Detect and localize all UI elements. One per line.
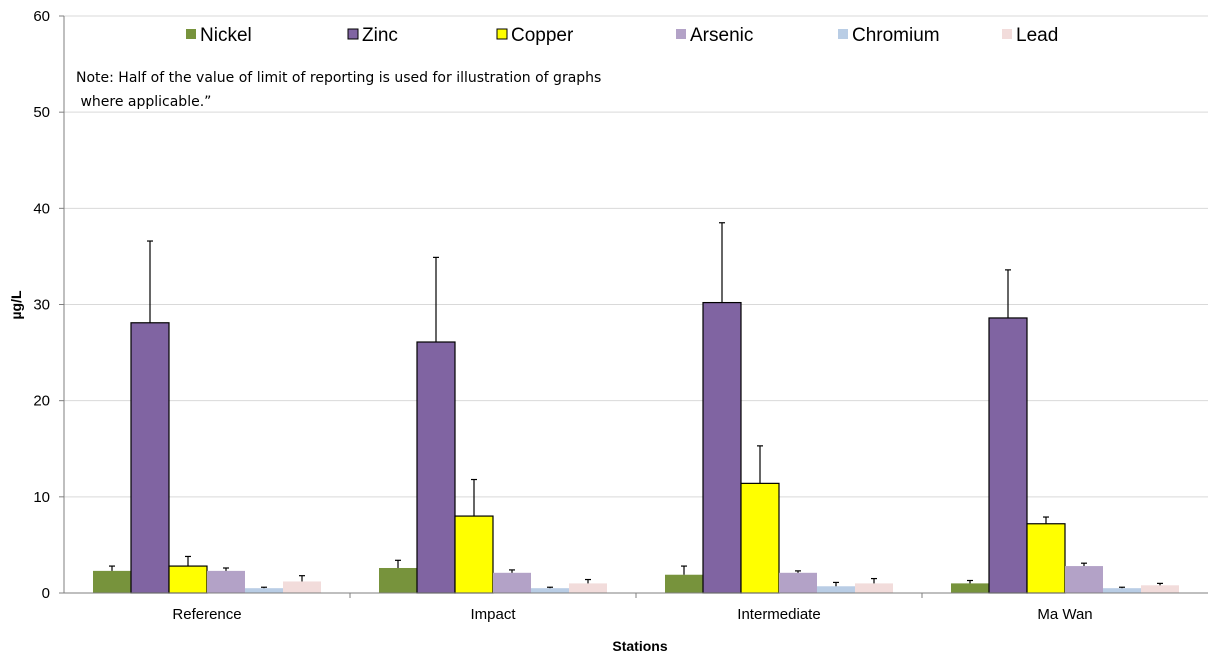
legend-swatch-lead <box>1002 29 1012 39</box>
y-axis-label: µg/L <box>8 290 24 320</box>
bar-zinc-intermediate <box>702 301 742 594</box>
note-line-1: Note: Half of the value of limit of repo… <box>76 70 601 86</box>
bar-arsenic-reference <box>207 570 245 593</box>
x-tick-label: Impact <box>470 606 516 623</box>
x-tick-label: Intermediate <box>737 606 820 623</box>
legend-label-lead: Lead <box>1016 25 1058 46</box>
x-tick-label: Reference <box>172 606 241 623</box>
legend-label-copper: Copper <box>511 25 574 46</box>
bar-arsenic-impact <box>493 572 531 593</box>
bar-zinc-ma-wan <box>988 317 1028 594</box>
legend-label-arsenic: Arsenic <box>690 25 753 46</box>
bar-zinc-reference <box>130 322 170 594</box>
legend-label-nickel: Nickel <box>200 25 252 46</box>
bar-lead-impact <box>569 583 607 593</box>
bar-arsenic-ma-wan <box>1065 566 1103 593</box>
bar-chromium-ma-wan <box>1103 588 1141 593</box>
y-tick-label: 60 <box>33 8 50 25</box>
legend-swatch-chromium <box>838 29 848 39</box>
legend-label-chromium: Chromium <box>852 25 940 46</box>
bar-zinc-impact <box>416 341 456 594</box>
x-tick-label: Ma Wan <box>1037 606 1092 623</box>
bar-copper-ma-wan <box>1026 523 1066 594</box>
bar-chromium-impact <box>531 588 569 593</box>
legend-label-zinc: Zinc <box>362 25 398 46</box>
bar-nickel-ma-wan <box>951 583 989 593</box>
y-tick-label: 30 <box>33 297 50 314</box>
y-tick-label: 40 <box>33 200 50 217</box>
bar-chromium-reference <box>245 588 283 593</box>
axes <box>59 15 1208 598</box>
bar-copper-reference <box>168 565 208 594</box>
legend-swatch-zinc <box>347 28 359 40</box>
legend-swatch-nickel <box>186 29 196 39</box>
bar-chromium-intermediate <box>817 586 855 593</box>
y-tick-labels: 0 10 20 30 40 50 60 <box>33 8 50 602</box>
error-bars <box>109 222 1163 589</box>
bar-nickel-intermediate <box>665 574 703 593</box>
bar-lead-intermediate <box>855 583 893 593</box>
bars <box>93 301 1179 594</box>
y-tick-label: 0 <box>42 585 50 602</box>
y-tick-label: 50 <box>33 104 50 121</box>
bar-copper-intermediate <box>740 482 780 594</box>
x-tick-labels: Reference Impact Intermediate Ma Wan <box>172 606 1092 623</box>
bar-copper-impact <box>454 515 494 594</box>
legend: Nickel Zinc Copper Arsenic Chromium Lead <box>186 25 1058 46</box>
legend-swatch-arsenic <box>676 29 686 39</box>
legend-swatch-copper <box>496 28 508 40</box>
y-tick-label: 10 <box>33 489 50 506</box>
note-line-2: where applicable.” <box>76 94 211 110</box>
bar-nickel-reference <box>93 570 131 593</box>
bar-lead-reference <box>283 581 321 593</box>
x-axis-label: Stations <box>612 638 667 654</box>
bar-lead-ma-wan <box>1141 585 1179 593</box>
bar-nickel-impact <box>379 567 417 593</box>
gridlines <box>64 15 1208 498</box>
y-tick-label: 20 <box>33 393 50 410</box>
bar-arsenic-intermediate <box>779 572 817 593</box>
